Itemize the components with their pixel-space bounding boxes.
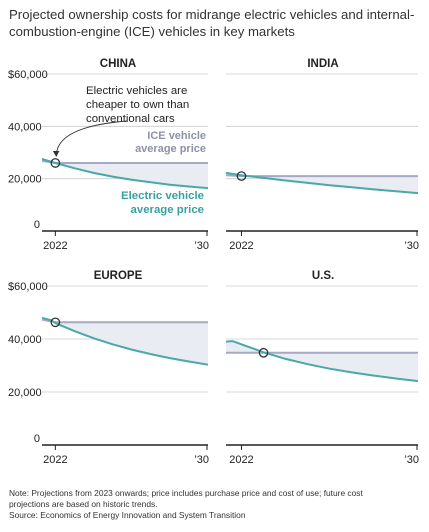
callout-arrowhead xyxy=(52,150,60,157)
y-tick-label: 40,000 xyxy=(8,121,42,133)
ev-series-label: Electric vehicle xyxy=(121,190,204,202)
chart-notes: Note: Projections from 2023 onwards; pri… xyxy=(9,488,421,522)
x-tick-label: ’30 xyxy=(194,454,209,466)
crossover-marker xyxy=(50,158,61,168)
panel-title: INDIA xyxy=(307,58,338,70)
callout-text: cheaper to own than xyxy=(86,99,189,111)
crossover-marker xyxy=(236,171,247,181)
y-tick-label: $60,000 xyxy=(8,69,48,81)
y-tick-label: 0 xyxy=(34,219,40,231)
note-line-1: Note: Projections from 2023 onwards; pri… xyxy=(9,488,363,498)
source-line: Source: Economics of Energy Innovation a… xyxy=(9,510,246,521)
ice-series-label: ICE vehicle xyxy=(147,130,206,142)
crossover-marker xyxy=(50,317,61,328)
x-tick-label: ’30 xyxy=(404,240,419,252)
x-tick-label: 2022 xyxy=(229,454,253,466)
ev-line xyxy=(225,171,419,195)
gap-area xyxy=(42,317,208,365)
crossover-marker xyxy=(258,347,269,358)
panel-title: EUROPE xyxy=(94,270,143,282)
callout-text: Electric vehicles are xyxy=(86,85,187,97)
ev-line xyxy=(41,316,209,366)
ev-series-label: average price xyxy=(131,204,204,216)
y-tick-label: $60,000 xyxy=(8,281,48,293)
panel-title: CHINA xyxy=(100,58,136,70)
y-tick-label: 20,000 xyxy=(8,174,42,186)
panel-title: U.S. xyxy=(312,270,334,282)
x-tick-label: ’30 xyxy=(404,454,419,466)
ice-line xyxy=(41,159,208,164)
gap-area xyxy=(42,159,208,189)
chart-title: Projected ownership costs for midrange e… xyxy=(9,7,415,39)
y-tick-label: 20,000 xyxy=(8,387,42,399)
callout-text: conventional cars xyxy=(86,113,175,125)
ice-series-label: average price xyxy=(135,143,206,155)
callout-leader-line xyxy=(55,120,128,155)
x-tick-label: 2022 xyxy=(229,240,253,252)
x-tick-label: 2022 xyxy=(43,240,67,252)
y-tick-label: 0 xyxy=(34,433,40,445)
x-tick-label: 2022 xyxy=(43,454,67,466)
y-tick-label: 40,000 xyxy=(8,334,42,346)
ev-line xyxy=(41,158,209,190)
gap-area xyxy=(226,341,418,382)
x-tick-label: ’30 xyxy=(194,240,209,252)
note-line-2: projections are based on historic trends… xyxy=(9,499,158,510)
ev-line xyxy=(225,340,419,383)
ice-line xyxy=(41,318,208,324)
